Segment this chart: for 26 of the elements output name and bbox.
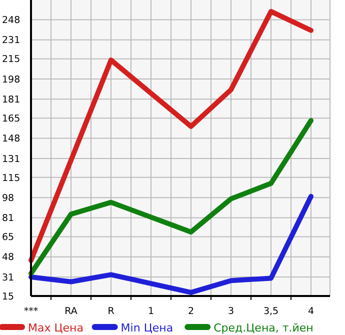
legend-label: Max Цена <box>28 322 84 334</box>
legend-label: Сред.Цена, т.йен <box>214 322 314 334</box>
y-tick-label: 198 <box>2 74 20 86</box>
x-tick-label: RA <box>64 306 78 317</box>
x-tick-label: 3 <box>228 306 234 317</box>
y-tick-label: 98 <box>2 192 14 204</box>
y-tick-label: 231 <box>2 35 20 46</box>
y-tick-label: 65 <box>2 232 14 244</box>
x-tick-label: R <box>108 306 115 317</box>
y-tick-label: 248 <box>2 15 20 26</box>
x-tick-label: 3,5 <box>263 306 279 317</box>
y-tick-label: 48 <box>2 252 14 264</box>
y-tick-label: 148 <box>2 134 20 145</box>
legend-label: Min Цена <box>120 322 174 334</box>
x-tick-label: 2 <box>188 306 194 317</box>
y-tick-label: 81 <box>2 213 14 224</box>
y-tick-label: 31 <box>2 272 14 284</box>
y-tick-label: 215 <box>2 54 20 66</box>
x-tick-label: 4 <box>308 306 314 317</box>
x-tick-label: *** <box>24 306 38 317</box>
y-tick-label: 15 <box>2 291 14 302</box>
y-tick-label: 115 <box>2 172 20 184</box>
y-tick-label: 131 <box>2 154 20 165</box>
x-tick-label: 1 <box>148 306 154 317</box>
y-tick-label: 165 <box>2 113 20 124</box>
y-tick-label: 181 <box>2 94 20 106</box>
